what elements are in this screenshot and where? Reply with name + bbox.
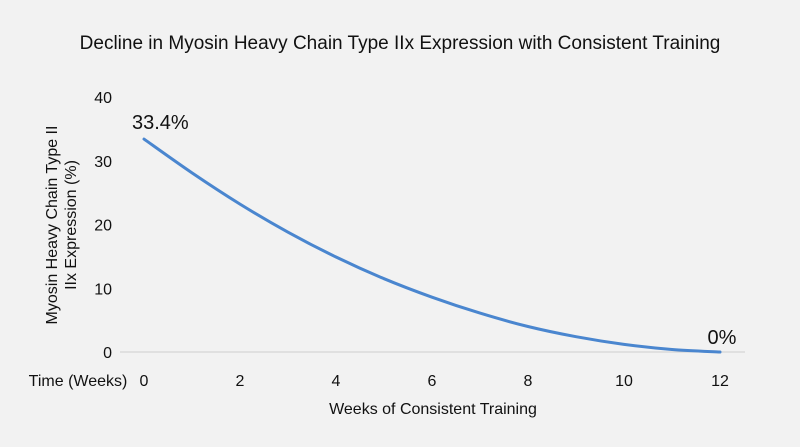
chart-title: Decline in Myosin Heavy Chain Type IIx E… xyxy=(80,33,721,54)
series-line xyxy=(142,137,722,354)
y-tick-label: 20 xyxy=(94,218,112,235)
data-label: 0% xyxy=(708,327,737,349)
x-tick-label: 12 xyxy=(711,373,729,390)
x-tick-label: 0 xyxy=(140,373,149,390)
y-tick-label: 30 xyxy=(94,154,112,171)
x-tick-label: 10 xyxy=(615,373,633,390)
x-tick-prefix: Time (Weeks) xyxy=(29,373,128,390)
x-tick-label: 6 xyxy=(428,373,437,390)
x-tick-label: 4 xyxy=(332,373,341,390)
y-tick-label: 10 xyxy=(94,281,112,298)
x-axis-label: Weeks of Consistent Training xyxy=(329,401,537,418)
x-tick-label: 2 xyxy=(236,373,245,390)
y-tick-label: 40 xyxy=(94,90,112,107)
y-tick-label: 0 xyxy=(103,345,112,362)
annotations: 33.4% 0% xyxy=(132,112,737,349)
y-tick-labels: 0 10 20 30 40 xyxy=(94,90,112,362)
y-axis-label-line-1: Myosin Heavy Chain Type II xyxy=(44,126,61,325)
x-tick-labels: 0 2 4 6 8 10 12 xyxy=(140,373,729,390)
x-tick-label: 8 xyxy=(524,373,533,390)
y-axis-label: Myosin Heavy Chain Type II IIx Expressio… xyxy=(44,126,80,325)
data-label: 33.4% xyxy=(132,112,189,134)
y-axis-label-line-2: IIx Expression (%) xyxy=(63,160,80,290)
